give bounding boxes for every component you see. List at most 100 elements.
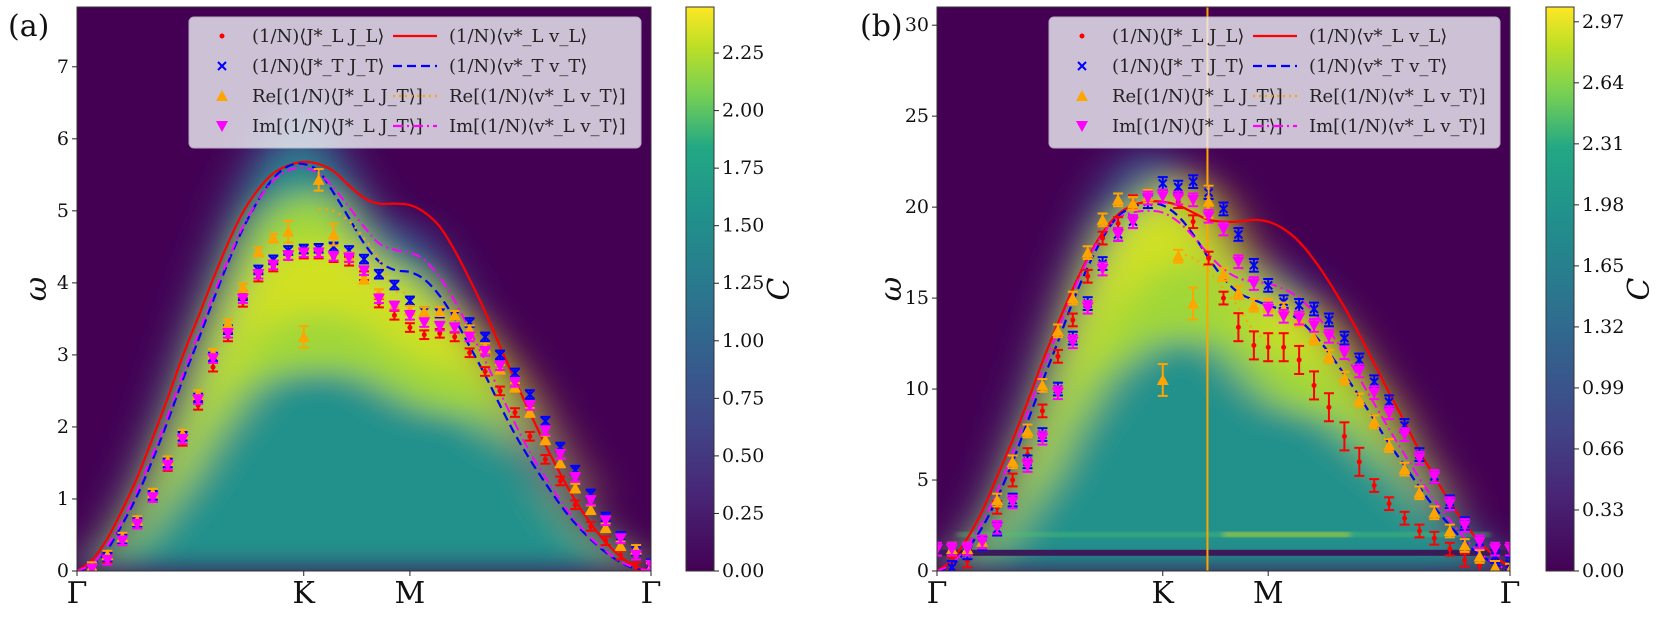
- legend-item: Re[(1/N)⟨J*_L J_T⟩]: [216, 86, 423, 107]
- marker-triangle-up: [358, 273, 370, 285]
- marker-x: [374, 269, 384, 279]
- point-ImJLJT: [1383, 405, 1396, 421]
- legend-item: Im[(1/N)⟨J*_L J_T⟩]: [1076, 116, 1283, 137]
- marker-triangle-down: [645, 560, 651, 571]
- marker-x: [1354, 355, 1365, 365]
- x-tick-label: K: [1152, 576, 1175, 611]
- point-JL: [509, 407, 520, 418]
- marker-triangle-down: [1217, 223, 1230, 235]
- point-ImJLJT: [1322, 328, 1335, 344]
- point-JL: [1323, 392, 1334, 423]
- point-ImJLJT: [192, 394, 205, 406]
- marker-dot: [391, 312, 397, 318]
- point-ReJLJT: [1021, 423, 1034, 439]
- marker-triangle-down: [372, 293, 385, 305]
- point-ImJLJT: [1473, 534, 1486, 550]
- marker-triangle-up: [1398, 463, 1411, 475]
- point-JL: [1067, 312, 1078, 328]
- series-ImJLJT: [85, 247, 651, 571]
- marker-triangle-down: [433, 321, 446, 333]
- bright-band: [957, 532, 1490, 537]
- marker-x: [525, 389, 535, 400]
- point-ImJLJT: [1368, 385, 1381, 401]
- y-tick-label: 25: [905, 105, 929, 127]
- point-ImJLJT: [1353, 363, 1366, 379]
- y-tick-label: 10: [905, 378, 929, 400]
- marker-triangle-down: [991, 522, 1004, 534]
- point-ReJLJT: [267, 232, 280, 244]
- point-ImJLJT: [1262, 301, 1275, 317]
- marker-triangle-up: [252, 245, 265, 257]
- colorbar-tick-label: 1.50: [722, 215, 764, 237]
- marker-triangle-up: [433, 305, 446, 317]
- marker-dot: [1039, 408, 1045, 414]
- point-ImJLJT: [418, 317, 431, 329]
- marker-triangle-up: [327, 228, 340, 240]
- marker-dot: [1356, 459, 1362, 465]
- y-tick-label: 0: [57, 560, 69, 582]
- point-ImJLJT: [523, 400, 536, 412]
- point-ReJLJT: [448, 309, 461, 321]
- point-ReJLJT: [1232, 285, 1245, 301]
- point-JT: [1505, 556, 1510, 571]
- point-JL: [1007, 472, 1018, 488]
- point-ImJLJT: [1202, 208, 1215, 224]
- point-ReJLJT: [418, 305, 431, 318]
- marker-triangle-down: [479, 346, 492, 358]
- point-ImJLJT: [1126, 214, 1139, 230]
- y-tick-label: 6: [57, 128, 69, 150]
- point-ImJLJT: [327, 250, 340, 263]
- point-ImJLJT: [463, 331, 476, 343]
- point-ImJLJT: [539, 425, 552, 437]
- legend-label: (1/N)⟨v*_T v_T⟩: [1309, 56, 1447, 77]
- marker-dot: [1115, 221, 1121, 227]
- point-ImJLJT: [252, 268, 265, 281]
- line-RevLvT: [1177, 251, 1269, 341]
- marker-dot: [1070, 317, 1076, 323]
- marker-x: [328, 242, 339, 252]
- point-JL: [1278, 332, 1289, 363]
- marker-triangle-down: [614, 533, 627, 545]
- point-ImJLJT: [282, 250, 295, 262]
- marker-triangle-down: [1293, 313, 1306, 325]
- marker-triangle-down: [1443, 498, 1456, 510]
- point-ImJLJT: [297, 247, 310, 259]
- y-tick-label: 7: [57, 56, 69, 78]
- point-JT: [1309, 301, 1320, 317]
- point-ReJLJT: [312, 168, 325, 192]
- marker-x: [540, 416, 551, 426]
- marker-x: [1249, 260, 1259, 271]
- marker-triangle-down: [1473, 536, 1486, 548]
- marker-dot: [407, 325, 413, 331]
- point-JL: [1052, 348, 1063, 364]
- marker-triangle-down: [1066, 336, 1079, 348]
- plot-frame: [76, 6, 652, 572]
- point-ImJLJT: [569, 472, 582, 484]
- point-ReJLJT: [1126, 196, 1139, 211]
- point-ImJLJT: [991, 519, 1004, 535]
- point-ReJLJT: [297, 325, 310, 349]
- marker-triangle-down: [1353, 365, 1366, 377]
- legend-label: Re[(1/N)⟨v*_L v_T⟩]: [1309, 86, 1486, 107]
- point-ReJLJT: [1217, 267, 1230, 282]
- point-ImJLJT: [146, 492, 159, 504]
- marker-triangle-up: [554, 456, 567, 468]
- point-ImJLJT: [630, 549, 643, 562]
- point-ImJLJT: [1141, 190, 1154, 206]
- marker-triangle-down: [1081, 302, 1094, 314]
- marker-triangle-up: [1308, 332, 1321, 344]
- marker-triangle-up: [1338, 372, 1351, 384]
- point-JL: [1294, 344, 1305, 375]
- y-tick-label: 4: [57, 272, 69, 294]
- marker-triangle-down: [252, 269, 265, 281]
- legend: (1/N)⟨J*_L J_L⟩ (1/N)⟨J*_T J_T⟩ Re[(1/N)⟨J…: [188, 16, 642, 149]
- marker-triangle-down: [101, 555, 114, 567]
- panel-label: (a): [8, 9, 49, 44]
- marker-x: [1173, 182, 1183, 192]
- point-ImJLJT: [1247, 276, 1260, 291]
- marker-triangle-up: [1051, 324, 1064, 336]
- point-JT: [524, 389, 535, 400]
- marker-triangle-down: [1141, 193, 1154, 205]
- point-JL: [1203, 250, 1214, 266]
- legend-item: Re[(1/N)⟨J*_L J_T⟩]: [1076, 86, 1283, 107]
